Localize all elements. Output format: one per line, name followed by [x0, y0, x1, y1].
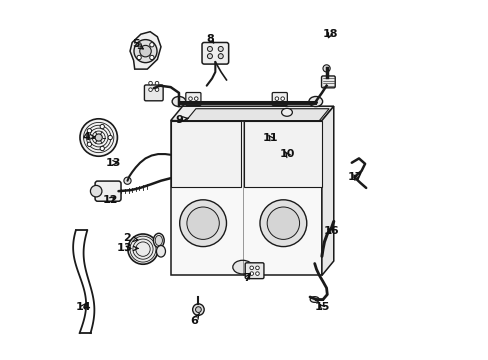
- Text: 2: 2: [123, 233, 138, 243]
- Circle shape: [186, 207, 219, 239]
- FancyBboxPatch shape: [144, 85, 163, 101]
- Circle shape: [188, 97, 192, 100]
- Circle shape: [80, 119, 117, 156]
- Ellipse shape: [281, 108, 292, 116]
- Circle shape: [255, 266, 259, 270]
- Circle shape: [255, 272, 259, 275]
- Circle shape: [108, 135, 112, 140]
- Circle shape: [249, 272, 253, 275]
- Circle shape: [123, 177, 131, 184]
- Ellipse shape: [172, 96, 185, 107]
- Polygon shape: [186, 109, 328, 121]
- Circle shape: [149, 42, 154, 47]
- Circle shape: [87, 142, 91, 147]
- Circle shape: [280, 97, 284, 100]
- Text: 13: 13: [105, 158, 121, 168]
- Text: 14: 14: [75, 302, 91, 312]
- FancyBboxPatch shape: [202, 42, 228, 64]
- Circle shape: [155, 88, 159, 91]
- Text: 18: 18: [322, 29, 337, 39]
- Circle shape: [266, 207, 299, 239]
- Ellipse shape: [308, 96, 322, 107]
- Text: 3: 3: [123, 243, 138, 253]
- FancyBboxPatch shape: [95, 181, 121, 201]
- Polygon shape: [321, 106, 333, 275]
- Polygon shape: [170, 121, 241, 187]
- Text: 11: 11: [262, 132, 278, 143]
- Circle shape: [100, 146, 104, 150]
- Circle shape: [195, 307, 201, 312]
- Polygon shape: [170, 106, 333, 121]
- Circle shape: [179, 200, 226, 247]
- Circle shape: [322, 65, 329, 72]
- FancyBboxPatch shape: [185, 93, 201, 105]
- Text: 15: 15: [314, 302, 329, 312]
- Circle shape: [207, 46, 212, 51]
- Circle shape: [95, 134, 102, 141]
- Text: 16: 16: [323, 226, 339, 236]
- Circle shape: [260, 200, 306, 247]
- Circle shape: [149, 55, 154, 60]
- Circle shape: [148, 88, 152, 91]
- Ellipse shape: [153, 233, 164, 248]
- Circle shape: [148, 81, 152, 85]
- FancyBboxPatch shape: [272, 93, 287, 105]
- Text: 9: 9: [175, 114, 188, 125]
- Circle shape: [127, 234, 158, 264]
- Circle shape: [100, 125, 104, 129]
- Circle shape: [137, 55, 141, 60]
- Ellipse shape: [156, 246, 165, 257]
- Circle shape: [87, 129, 91, 133]
- Circle shape: [90, 185, 102, 197]
- Polygon shape: [244, 121, 321, 187]
- FancyBboxPatch shape: [244, 263, 264, 279]
- Polygon shape: [130, 32, 161, 69]
- Text: 7: 7: [243, 273, 251, 283]
- Circle shape: [249, 266, 253, 270]
- Circle shape: [275, 97, 278, 100]
- Circle shape: [155, 81, 159, 85]
- Circle shape: [134, 40, 157, 63]
- Ellipse shape: [155, 235, 162, 246]
- Circle shape: [194, 97, 198, 100]
- Text: 4: 4: [82, 132, 95, 142]
- Text: 12: 12: [102, 195, 118, 205]
- Text: 17: 17: [347, 172, 363, 182]
- Circle shape: [192, 304, 204, 315]
- Polygon shape: [170, 121, 321, 275]
- Text: 10: 10: [279, 149, 294, 159]
- FancyBboxPatch shape: [321, 76, 335, 88]
- Circle shape: [218, 46, 223, 51]
- Ellipse shape: [309, 297, 319, 302]
- Circle shape: [218, 54, 223, 59]
- Text: 1: 1: [116, 243, 130, 253]
- Text: 5: 5: [132, 39, 143, 49]
- Circle shape: [140, 45, 151, 57]
- Circle shape: [207, 54, 212, 59]
- Text: 6: 6: [190, 313, 199, 326]
- Text: 8: 8: [206, 34, 214, 44]
- Circle shape: [137, 42, 141, 47]
- Ellipse shape: [232, 260, 252, 274]
